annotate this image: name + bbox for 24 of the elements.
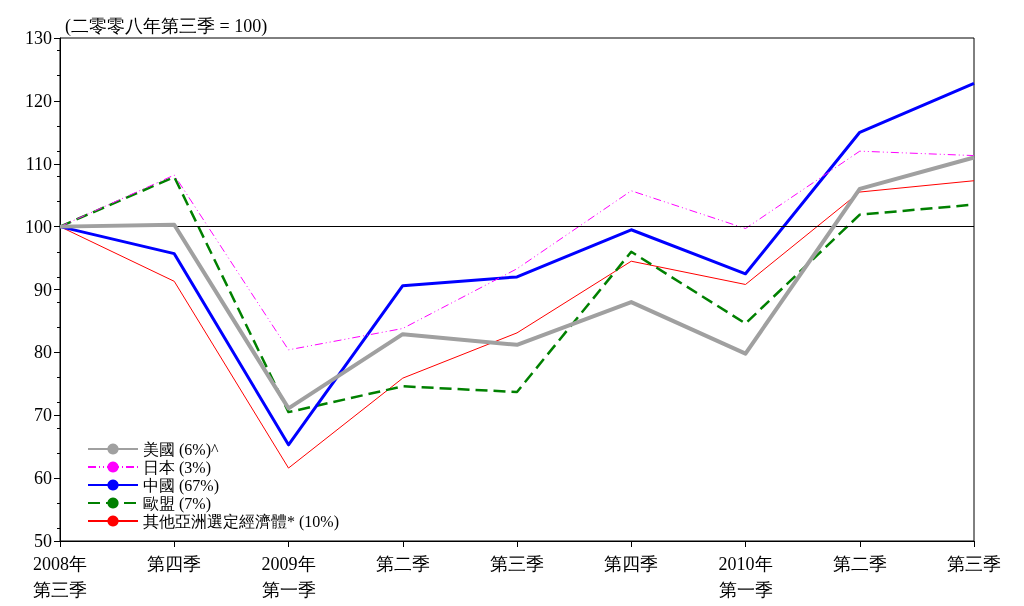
x-tick-label: 2009年第一季 [261,554,316,600]
legend-label: 美國 (6%)^ [143,440,219,459]
legend-label: 日本 (3%) [143,458,211,477]
y-tick-label: 120 [25,90,52,111]
y-tick-label: 70 [34,405,52,426]
legend-label: 其他亞洲選定經濟體* (10%) [143,512,339,531]
y-tick-label: 50 [34,531,52,551]
x-tick-label: 2010年第一季 [718,554,773,600]
y-tick-label: 90 [34,279,52,300]
y-tick-label: 130 [25,28,52,48]
text: (二零零八年第三季 = 100) [65,16,268,37]
x-tick-label: 第二季 [375,554,430,574]
y-tick-label: 80 [34,342,52,363]
y-tick-label: 60 [34,468,52,489]
x-tick-label: 第四季 [604,554,659,574]
y-tick-label: 110 [25,153,52,174]
x-tick-label: 第三季 [490,554,544,574]
x-tick-label: 第二季 [832,554,887,574]
x-tick-label: 第四季 [147,554,202,574]
legend-label: 中國 (67%) [143,476,219,495]
y-tick-label: 100 [25,216,52,237]
legend-label: 歐盟 (7%) [143,494,211,513]
x-tick-label: 2008年第三季 [33,554,87,600]
x-tick-label: 第三季 [947,554,1001,574]
